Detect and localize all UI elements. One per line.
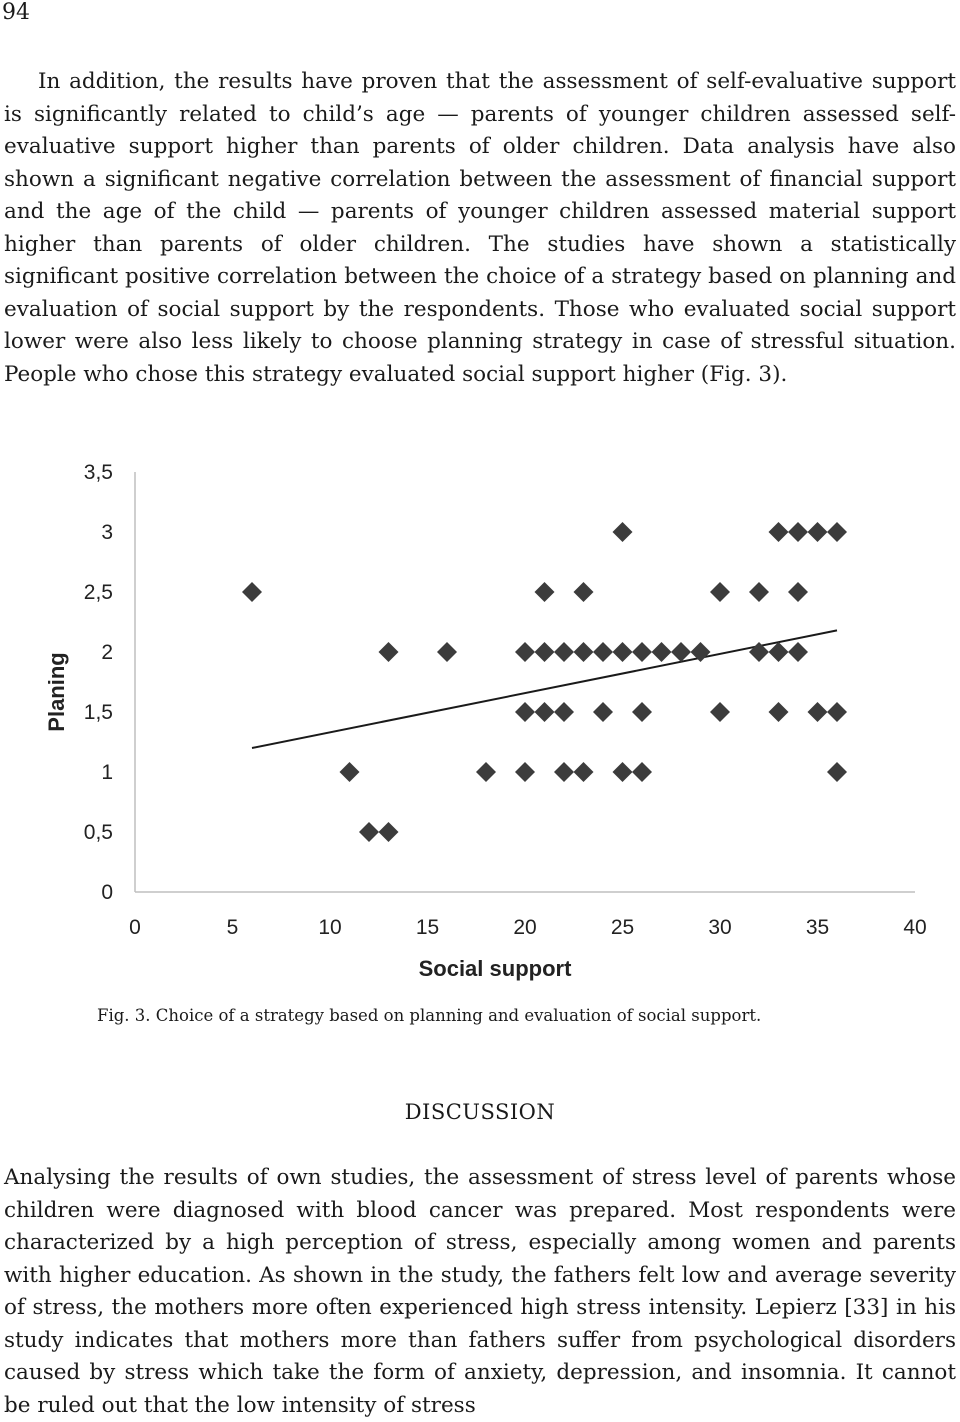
x-tick-label: 5: [227, 916, 239, 939]
data-point: [612, 522, 633, 542]
data-point: [554, 642, 574, 662]
scatter-chart: 0 0,5 1 1,5 2 2,5 3 3,5 0 5 10 15 20 25 30 35 40 Planin…: [44, 461, 927, 981]
x-tick-label: 25: [611, 916, 634, 939]
data-point: [749, 642, 769, 662]
y-tick-label: 1: [101, 761, 113, 784]
data-point: [339, 762, 360, 782]
data-point: [242, 582, 262, 602]
x-tick-label: 30: [708, 916, 731, 939]
y-tick-label: 1,5: [84, 701, 113, 724]
data-point: [827, 762, 847, 782]
body-paragraph-discussion: Analysing the results of own studies, th…: [4, 1165, 956, 1418]
y-tick-label: 0,5: [84, 821, 113, 844]
data-point: [690, 642, 711, 662]
figure-caption: Fig. 3. Choice of a strategy based on pl…: [97, 1006, 762, 1025]
x-tick-label: 20: [513, 916, 536, 939]
page-number: 94: [2, 0, 30, 25]
data-point: [573, 762, 594, 782]
data-point: [534, 642, 555, 662]
x-tick-label: 0: [129, 916, 141, 939]
data-point: [788, 522, 808, 542]
data-point: [515, 642, 535, 662]
data-point: [476, 762, 496, 782]
data-point: [768, 702, 789, 722]
data-point: [827, 702, 847, 722]
section-heading-discussion: DISCUSSION: [404, 1100, 556, 1124]
data-points: [242, 522, 847, 842]
data-point: [632, 702, 652, 722]
trendline: [251, 629, 838, 749]
y-tick-label: 0: [101, 881, 113, 904]
y-tick-label: 3: [101, 521, 113, 544]
data-point: [612, 642, 633, 662]
data-point: [827, 522, 847, 542]
data-point: [788, 642, 808, 662]
data-point: [359, 822, 379, 842]
x-tick-label: 35: [806, 916, 829, 939]
data-point: [515, 762, 535, 782]
data-point: [768, 522, 789, 542]
data-point: [378, 642, 399, 662]
data-point: [710, 702, 730, 722]
data-point: [710, 582, 730, 602]
data-point: [573, 582, 594, 602]
data-point: [807, 522, 828, 542]
data-point: [612, 762, 633, 782]
y-axis-title: Planing: [44, 652, 69, 731]
y-tick-label: 2: [101, 641, 113, 664]
data-point: [632, 762, 652, 782]
data-point: [554, 702, 574, 722]
x-axis-title: Social support: [419, 956, 572, 981]
data-point: [378, 822, 399, 842]
data-point: [632, 642, 652, 662]
data-point: [515, 702, 535, 722]
x-tick-label: 15: [416, 916, 439, 939]
data-point: [554, 762, 574, 782]
x-tick-label: 40: [903, 916, 926, 939]
y-tick-label: 3,5: [84, 461, 113, 484]
y-axis-ticks: 0 0,5 1 1,5 2 2,5 3 3,5: [84, 461, 113, 904]
paragraph-text: In addition, the results have proven tha…: [4, 69, 956, 387]
data-point: [788, 582, 808, 602]
data-point: [749, 582, 769, 602]
data-point: [768, 642, 789, 662]
data-point: [573, 642, 594, 662]
data-point: [593, 702, 613, 722]
body-paragraph-results: In addition, the results have proven tha…: [4, 66, 956, 391]
y-tick-label: 2,5: [84, 581, 113, 604]
x-tick-label: 10: [318, 916, 341, 939]
data-point: [534, 702, 555, 722]
data-point: [534, 582, 555, 602]
data-point: [807, 702, 828, 722]
data-point: [437, 642, 457, 662]
data-point: [593, 642, 613, 662]
data-point: [671, 642, 691, 662]
data-point: [651, 642, 672, 662]
x-axis-ticks: 0 5 10 15 20 25 30 35 40: [129, 916, 927, 939]
